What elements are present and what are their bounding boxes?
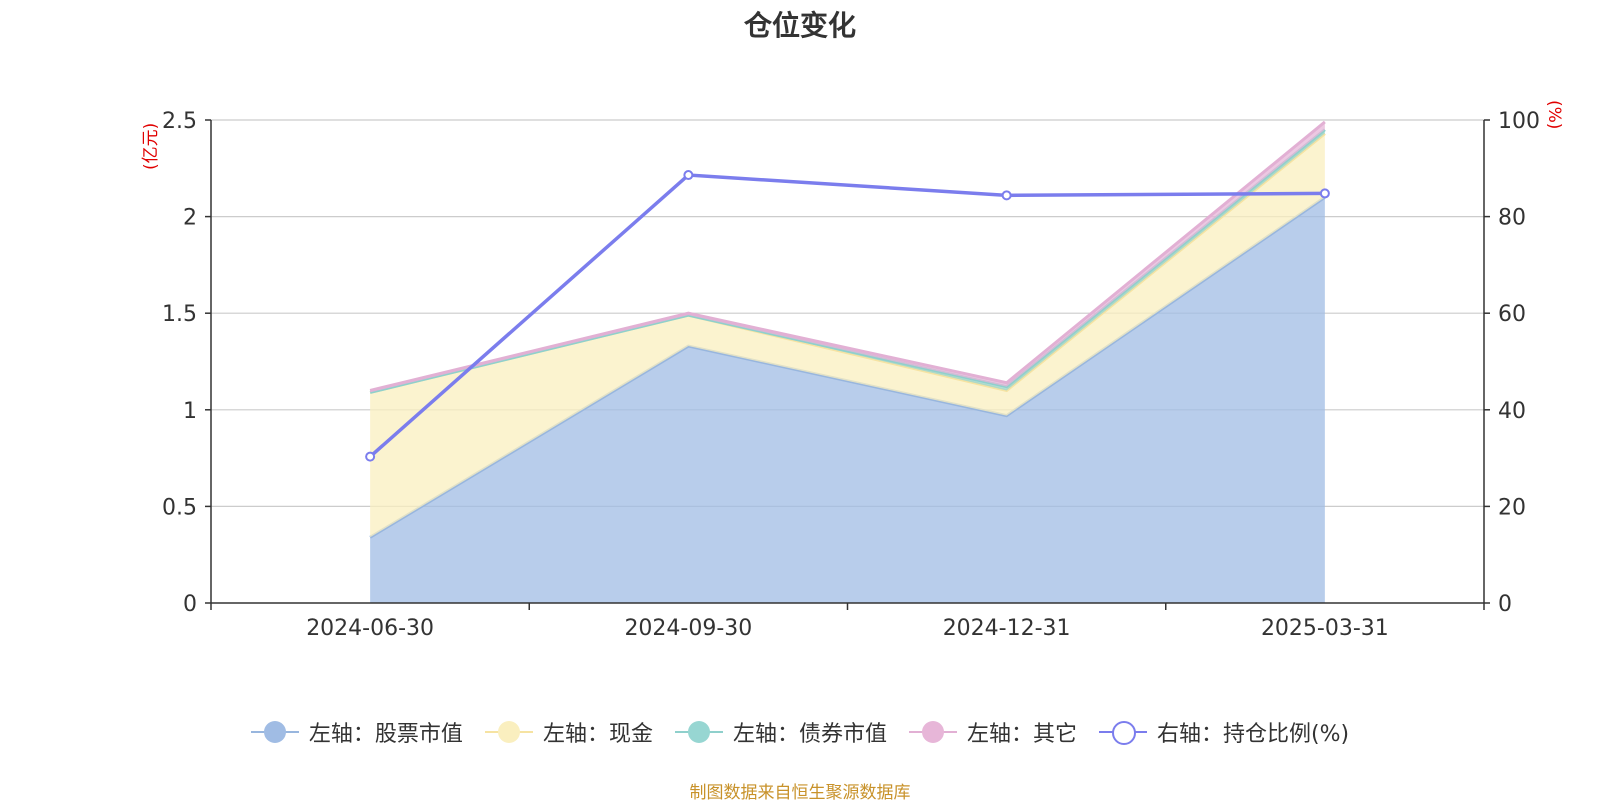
x-axis-tick-label: 2024-06-30 bbox=[306, 616, 434, 641]
legend-label: 左轴：现金 bbox=[542, 722, 653, 747]
left-axis-tick-label: 0.5 bbox=[162, 495, 197, 520]
left-axis-tick-label: 1 bbox=[183, 399, 197, 424]
legend-marker bbox=[908, 719, 957, 745]
right-axis-tick-label: 40 bbox=[1498, 399, 1526, 424]
legend-item[interactable]: 左轴：其它 bbox=[908, 716, 1077, 748]
left-axis-tick-label: 2.5 bbox=[162, 109, 197, 134]
right-axis-tick-label: 80 bbox=[1498, 206, 1526, 231]
right-axis-tick-label: 0 bbox=[1498, 592, 1512, 617]
legend-item[interactable]: 右轴：持仓比例(%) bbox=[1098, 716, 1350, 748]
x-axis-tick-label: 2025-03-31 bbox=[1261, 616, 1389, 641]
legend-label: 右轴：持仓比例(%) bbox=[1156, 722, 1350, 747]
area-series bbox=[370, 197, 1325, 603]
legend-marker bbox=[1098, 719, 1147, 745]
ratio-point bbox=[365, 451, 376, 462]
legend-marker bbox=[484, 719, 533, 745]
left-axis-tick-label: 2 bbox=[183, 206, 197, 231]
data-source-note: 制图数据来自恒生聚源数据库 bbox=[689, 783, 911, 803]
ratio-point bbox=[1319, 188, 1330, 199]
x-axis-tick-label: 2024-09-30 bbox=[624, 616, 752, 641]
right-axis-tick-label: 20 bbox=[1498, 495, 1526, 520]
chart-title: 仓位变化 bbox=[743, 9, 856, 42]
legend: 左轴：股票市值 左轴：现金 左轴：债券市值 左轴：其它 右轴：持仓比例(%) bbox=[0, 716, 1600, 748]
right-axis-tick-label: 60 bbox=[1498, 302, 1526, 327]
legend-marker bbox=[674, 719, 723, 745]
left-axis-tick-label: 1.5 bbox=[162, 302, 197, 327]
legend-label: 左轴：其它 bbox=[966, 722, 1077, 747]
ratio-point bbox=[683, 170, 694, 181]
legend-label: 左轴：债券市值 bbox=[732, 722, 887, 747]
ratio-point bbox=[1001, 190, 1012, 201]
legend-item[interactable]: 左轴：债券市值 bbox=[674, 716, 887, 748]
ratio-line bbox=[368, 173, 1325, 458]
right-axis-tick-label: 100 bbox=[1498, 109, 1540, 134]
area-series-line bbox=[369, 120, 1326, 392]
legend-item[interactable]: 左轴：现金 bbox=[484, 716, 653, 748]
x-axis-tick-label: 2024-12-31 bbox=[943, 616, 1071, 641]
legend-marker bbox=[250, 719, 299, 745]
legend-item[interactable]: 左轴：股票市值 bbox=[250, 716, 463, 748]
legend-label: 左轴：股票市值 bbox=[308, 722, 463, 747]
left-axis-tick-label: 0 bbox=[183, 592, 197, 617]
